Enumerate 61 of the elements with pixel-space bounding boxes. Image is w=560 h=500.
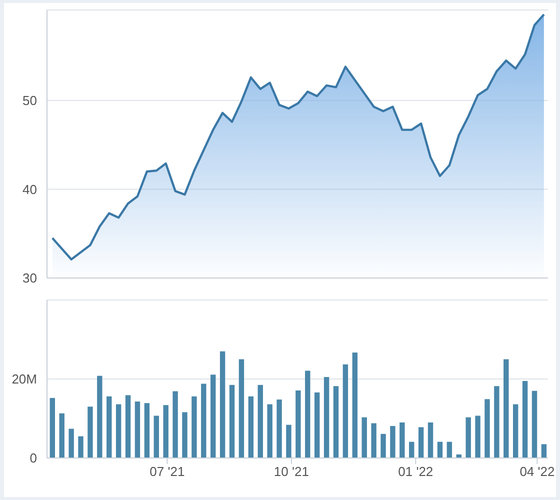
bar — [88, 406, 93, 458]
bar — [504, 359, 509, 458]
bar — [409, 442, 414, 458]
bar — [428, 422, 434, 458]
bar — [201, 384, 206, 458]
bar — [418, 427, 424, 458]
bar — [182, 412, 188, 458]
bar — [532, 390, 538, 458]
bar — [258, 384, 263, 458]
bar — [342, 364, 348, 458]
bar — [352, 352, 358, 458]
bar — [314, 392, 320, 458]
bar — [163, 405, 168, 458]
bar — [267, 404, 272, 458]
bar — [371, 423, 376, 458]
bar — [541, 444, 547, 458]
bar — [522, 380, 528, 458]
bar — [286, 424, 292, 458]
x-tick-label: 07 '21 — [150, 464, 185, 479]
bar — [97, 376, 102, 458]
bar — [125, 395, 131, 458]
bar — [50, 398, 55, 458]
bar — [296, 390, 301, 458]
bar — [466, 417, 471, 458]
bar — [446, 442, 452, 458]
bar — [106, 396, 112, 458]
bar — [220, 351, 226, 458]
bar — [134, 402, 140, 458]
bar — [475, 416, 480, 458]
bar — [116, 404, 122, 458]
bar — [380, 434, 386, 458]
bar — [512, 404, 518, 458]
bar — [276, 400, 282, 458]
x-tick-label: 01 '22 — [398, 464, 434, 479]
bar — [192, 396, 197, 458]
bar — [484, 399, 490, 458]
bar — [238, 359, 244, 458]
bar — [59, 413, 64, 458]
bar — [68, 428, 74, 458]
bar — [324, 377, 330, 458]
bar — [437, 442, 443, 458]
bar — [229, 384, 235, 458]
bar — [172, 391, 178, 458]
bar — [154, 416, 159, 458]
bar — [390, 426, 396, 458]
y-tick-label: 20M — [12, 372, 37, 387]
y-tick-label: 0 — [30, 450, 37, 466]
bar — [305, 370, 310, 458]
bar — [494, 386, 500, 458]
y-tick-label: 50 — [22, 93, 37, 108]
bar — [144, 403, 150, 458]
bar — [362, 417, 367, 458]
bar — [210, 374, 216, 458]
bar — [248, 396, 254, 458]
y-tick-label: 40 — [22, 182, 37, 197]
bar — [400, 422, 405, 458]
bar — [78, 436, 84, 458]
y-tick-label: 30 — [22, 270, 37, 286]
bar — [333, 386, 339, 458]
x-tick-label: 04 '22 — [520, 464, 555, 479]
x-tick-label: 10 '21 — [274, 464, 309, 479]
